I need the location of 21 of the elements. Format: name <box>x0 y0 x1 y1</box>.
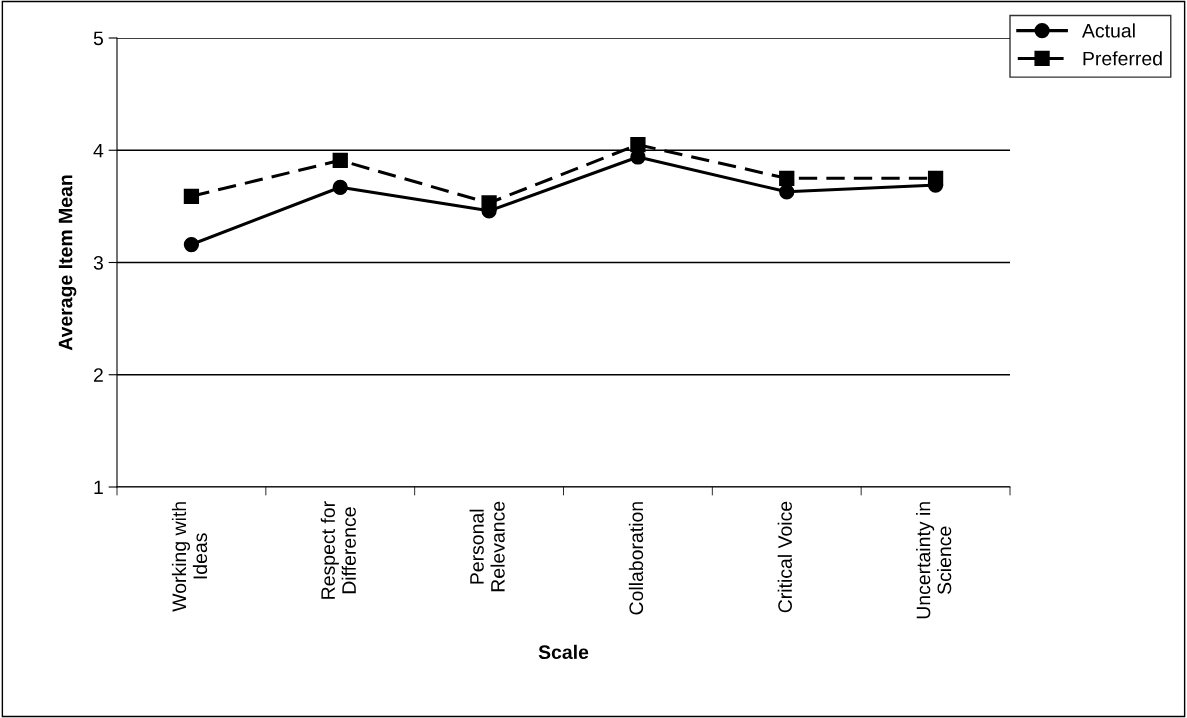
point <box>779 170 795 186</box>
point <box>183 236 200 253</box>
x-tick-label: Uncertainty in Science <box>916 502 952 619</box>
y-axis-title: Average Item Mean <box>58 175 77 351</box>
point <box>332 152 348 168</box>
legend-label: Preferred <box>1083 51 1162 66</box>
y-tick-label: 5 <box>93 31 103 46</box>
y-tick-label: 4 <box>93 143 104 158</box>
x-tick-label: Respect for Difference <box>320 501 356 599</box>
point <box>183 188 200 204</box>
y-tick-label: 3 <box>93 255 103 270</box>
y-tick-label: 2 <box>93 368 103 382</box>
legend-label: Actual <box>1081 23 1135 38</box>
x-tick-label: Working with Ideas <box>171 502 208 612</box>
x-axis-title: Scale <box>538 644 589 660</box>
x-tick-label: Critical Voice <box>777 501 792 613</box>
point <box>779 184 795 200</box>
point <box>332 179 348 195</box>
y-tick-label: 1 <box>94 480 103 495</box>
x-tick-label: Collaboration <box>628 502 644 615</box>
x-tick-label: Personal Relevance <box>469 501 505 592</box>
